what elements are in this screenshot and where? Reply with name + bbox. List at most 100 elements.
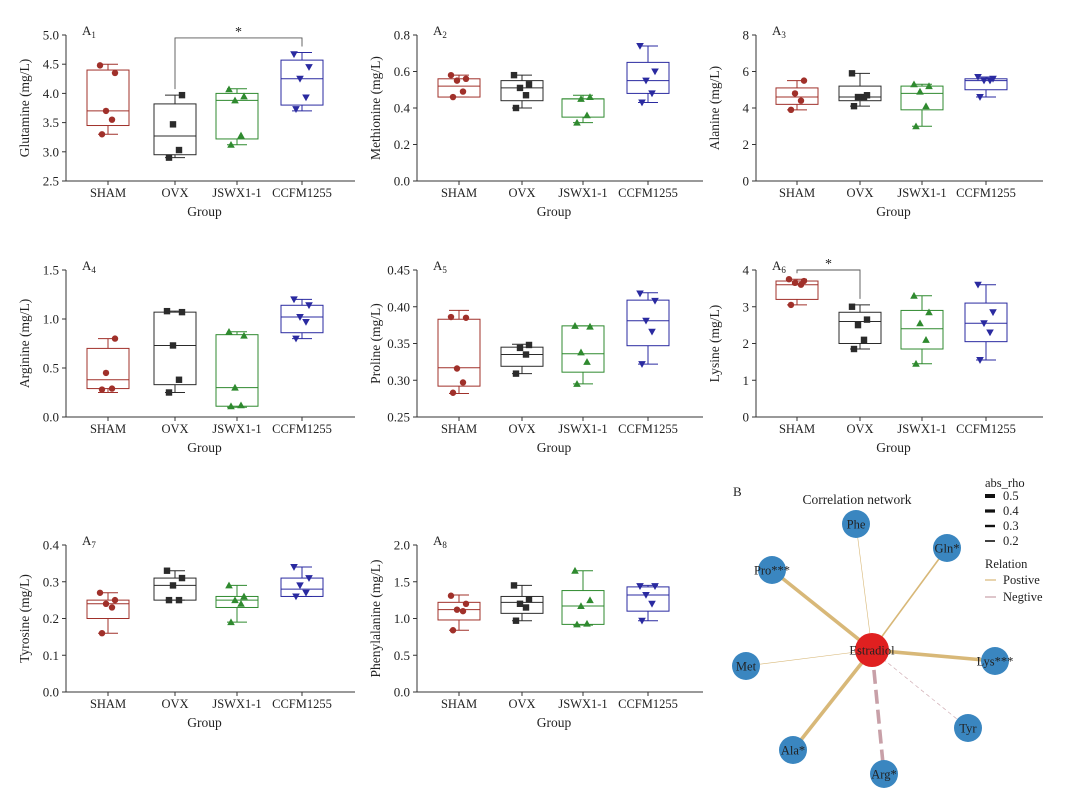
data-point bbox=[986, 329, 994, 337]
box-sham bbox=[86, 589, 130, 637]
node-label: Phe bbox=[847, 518, 866, 532]
box-body bbox=[153, 311, 197, 386]
box-body bbox=[900, 309, 944, 350]
x-tick-label: OVX bbox=[846, 186, 873, 200]
box-ovx bbox=[500, 582, 544, 624]
box-body bbox=[838, 85, 882, 102]
data-point bbox=[785, 275, 793, 283]
data-point bbox=[854, 93, 862, 101]
data-point bbox=[522, 351, 530, 358]
data-point bbox=[916, 319, 924, 327]
data-point bbox=[102, 107, 110, 115]
data-point bbox=[108, 116, 116, 123]
data-point bbox=[848, 70, 856, 77]
x-tick-label: SHAM bbox=[90, 186, 126, 200]
box-ccfm1255 bbox=[280, 296, 324, 343]
data-point bbox=[231, 596, 239, 604]
y-tick-label: 1 bbox=[743, 373, 750, 388]
y-tick-label: 8 bbox=[743, 28, 750, 43]
data-point bbox=[571, 322, 579, 329]
data-point bbox=[636, 42, 644, 50]
y-axis-label: Arginine (mg/L) bbox=[17, 299, 32, 388]
data-point bbox=[586, 322, 594, 330]
data-point bbox=[522, 604, 530, 611]
panel-letter: A bbox=[82, 533, 92, 548]
data-point bbox=[237, 600, 245, 607]
data-point bbox=[231, 383, 239, 391]
box-body bbox=[561, 590, 605, 625]
data-point bbox=[583, 619, 591, 627]
data-point bbox=[290, 51, 298, 59]
data-point bbox=[860, 336, 868, 344]
y-tick-label: 4.0 bbox=[43, 86, 59, 101]
x-axis-label: Group bbox=[537, 440, 572, 455]
x-axis-label: Group bbox=[537, 715, 572, 730]
box-body bbox=[626, 61, 670, 94]
data-point bbox=[512, 370, 520, 377]
data-point bbox=[447, 71, 455, 79]
x-tick-label: OVX bbox=[508, 422, 535, 436]
data-point bbox=[980, 320, 988, 328]
data-point bbox=[910, 291, 918, 299]
panel-a6: 0 1 2 3 4 SHAM OVX JSWX1-1 CCFM1255 Group Lysine (… bbox=[707, 257, 1043, 455]
x-tick-label: JSWX1-1 bbox=[558, 697, 607, 711]
data-point bbox=[453, 77, 461, 84]
data-point bbox=[240, 92, 248, 100]
data-point bbox=[231, 96, 239, 104]
x-axis-label: Group bbox=[537, 204, 572, 219]
data-point bbox=[922, 336, 930, 343]
box-body bbox=[280, 304, 324, 334]
box-jswx1-1 bbox=[900, 291, 944, 367]
legend-relation-title: Relation bbox=[985, 557, 1028, 571]
data-point bbox=[165, 389, 173, 396]
data-point bbox=[302, 318, 310, 326]
data-point bbox=[510, 582, 518, 589]
data-point bbox=[573, 118, 581, 126]
y-axis-label: Tyrosine (mg/L) bbox=[17, 574, 32, 663]
data-point bbox=[586, 93, 594, 101]
x-tick-label: JSWX1-1 bbox=[897, 186, 946, 200]
box-ccfm1255 bbox=[280, 51, 324, 113]
data-point bbox=[296, 582, 304, 590]
x-tick-label: CCFM1255 bbox=[272, 186, 332, 200]
box-body bbox=[500, 80, 544, 102]
data-point bbox=[636, 290, 644, 298]
box-jswx1-1 bbox=[561, 566, 605, 628]
panel-subscript: 4 bbox=[91, 265, 96, 275]
hub-label: Estradiol bbox=[849, 644, 895, 658]
box-ccfm1255 bbox=[280, 564, 324, 601]
data-point bbox=[648, 600, 656, 608]
data-point bbox=[169, 121, 177, 128]
data-point bbox=[449, 93, 457, 101]
data-point bbox=[791, 90, 799, 97]
edge-lys bbox=[871, 648, 996, 663]
box-body bbox=[153, 103, 197, 156]
panel-subscript: 2 bbox=[442, 30, 447, 40]
node-arg bbox=[870, 760, 898, 788]
x-tick-label: CCFM1255 bbox=[956, 186, 1016, 200]
panel-label: B bbox=[733, 484, 742, 499]
data-point bbox=[571, 566, 579, 574]
box-body bbox=[500, 595, 544, 614]
data-point bbox=[525, 81, 533, 88]
box-jswx1-1 bbox=[900, 80, 944, 130]
panel-label: A6 bbox=[772, 258, 786, 275]
data-point bbox=[459, 88, 467, 95]
x-tick-label: CCFM1255 bbox=[272, 422, 332, 436]
box-ovx bbox=[500, 71, 544, 112]
box-body bbox=[964, 302, 1008, 343]
panel-letter: A bbox=[772, 23, 782, 38]
data-point bbox=[98, 386, 106, 393]
data-point bbox=[916, 87, 924, 95]
data-point bbox=[225, 327, 233, 335]
data-point bbox=[850, 345, 858, 353]
box-sham bbox=[86, 62, 130, 138]
panel-letter: A bbox=[82, 258, 92, 273]
y-tick-label: 4.5 bbox=[43, 57, 59, 72]
y-tick-label: 5.0 bbox=[43, 28, 59, 43]
box-body bbox=[437, 318, 481, 387]
panel-label: A1 bbox=[82, 23, 96, 40]
data-point bbox=[237, 401, 245, 409]
edge-phe bbox=[855, 523, 873, 651]
data-point bbox=[302, 589, 310, 597]
